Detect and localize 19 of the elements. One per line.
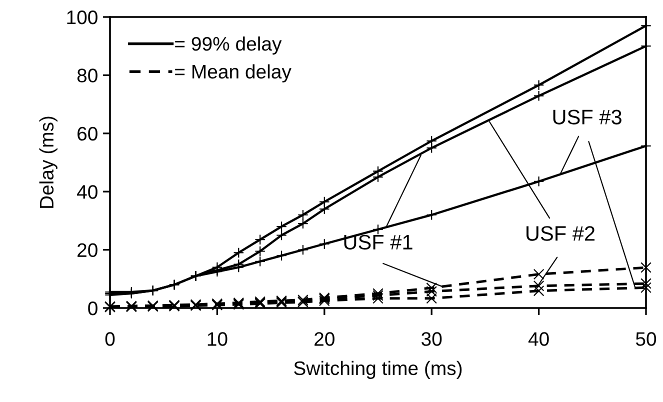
y-tick-label: 20 [78, 243, 98, 258]
annotation: USF #3 [553, 110, 622, 124]
legend-label: = 99% delay [175, 36, 282, 55]
x-tick-label: 30 [422, 332, 442, 346]
legend-label: = Mean delay [175, 64, 292, 82]
y-tick-label: 0 [88, 301, 98, 316]
y-tick-label: 60 [78, 126, 98, 141]
y-tick-label: 100 [67, 10, 98, 24]
y-tick-label: 40 [77, 185, 98, 199]
x-axis-title: Switching time (ms) [294, 360, 462, 379]
x-tick-label: 10 [208, 332, 228, 346]
x-tick-label: 50 [636, 332, 656, 346]
x-tick-label: 0 [105, 332, 115, 346]
y-axis-title: Delay (ms) [39, 116, 58, 208]
x-tick-label: 40 [528, 332, 549, 346]
annotation: USF #1 [344, 234, 412, 250]
y-tick-label: 80 [77, 68, 98, 82]
x-tick-label: 20 [314, 332, 334, 346]
annotation: USF #2 [526, 226, 595, 241]
